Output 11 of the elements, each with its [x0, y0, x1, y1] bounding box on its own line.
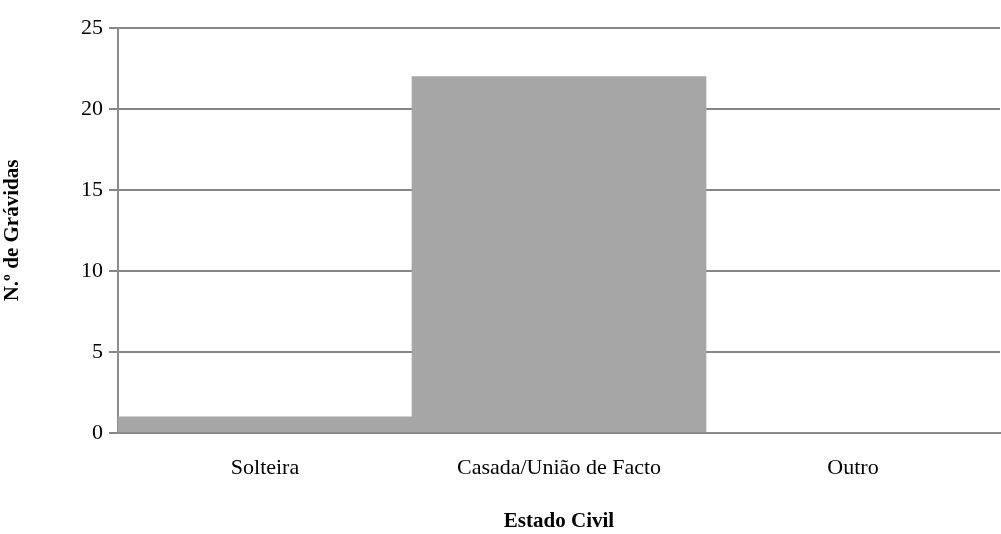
y-axis-title: N.º de Grávidas	[0, 159, 24, 302]
x-tick-label: Outro	[827, 453, 879, 479]
y-tick-label: 20	[81, 94, 103, 120]
y-tick-label: 25	[81, 13, 103, 39]
x-tick-label: Solteira	[230, 453, 300, 479]
x-tick-label: Casada/União de Facto	[456, 453, 662, 479]
y-tick-label: 15	[81, 175, 103, 201]
x-axis-title: Estado Civil	[503, 507, 615, 532]
y-tick-label: 10	[81, 256, 103, 282]
y-tick-label: 5	[92, 337, 103, 363]
y-tick-label: 0	[92, 418, 103, 444]
